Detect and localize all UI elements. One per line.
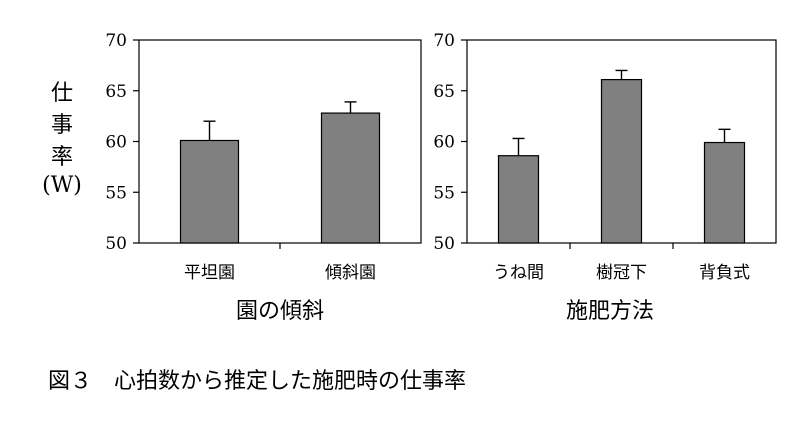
x-axis-title: 施肥方法 (566, 299, 654, 324)
bar (179, 139, 240, 244)
x-category-label: 平坦園 (184, 263, 235, 283)
y-tick-label: 65 (433, 82, 455, 102)
x-category-label: うね間 (493, 263, 544, 283)
bar (497, 155, 540, 244)
y-tick-label: 55 (433, 183, 455, 203)
bar (703, 141, 746, 244)
y-axis-title-part: 率 (51, 145, 73, 170)
bar (320, 112, 381, 244)
x-category-label: 樹冠下 (596, 263, 647, 283)
y-tick-label: 60 (105, 133, 127, 153)
x-axis-title: 園の傾斜 (236, 299, 324, 324)
y-tick-label: 55 (105, 183, 127, 203)
y-tick-label: 50 (105, 234, 127, 254)
y-tick-label: 60 (433, 133, 455, 153)
x-category-label: 背負式 (699, 263, 750, 283)
y-tick-label: 65 (105, 82, 127, 102)
y-axis-title-part: 事 (51, 113, 73, 138)
y-axis-title-part: (W) (42, 173, 82, 198)
bar (600, 78, 643, 244)
x-category-label: 傾斜園 (325, 263, 376, 283)
figure-caption: 図３ 心拍数から推定した施肥時の仕事率 (48, 369, 466, 394)
y-tick-label: 50 (433, 234, 455, 254)
y-axis-title-part: 仕 (51, 81, 73, 106)
y-tick-label: 70 (433, 31, 455, 51)
y-tick-label: 70 (105, 31, 127, 51)
